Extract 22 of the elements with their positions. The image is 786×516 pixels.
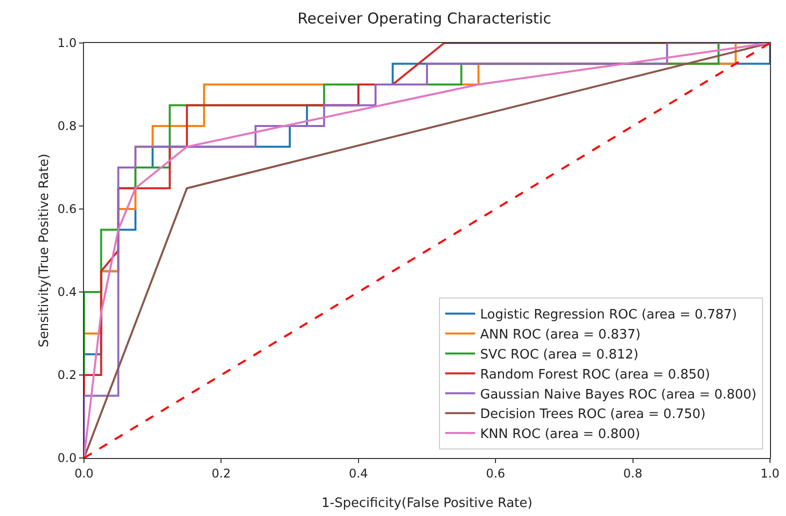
legend-label: ANN ROC (area = 0.837)	[480, 328, 641, 343]
x-tick-label: 0.2	[212, 466, 231, 480]
x-tick-label: 0.4	[348, 466, 368, 480]
chart-title: Receiver Operating Characteristic	[298, 9, 552, 28]
legend-label: Decision Trees ROC (area = 0.750)	[480, 407, 706, 422]
y-tick-label: 0.6	[58, 202, 77, 216]
y-tick-label: 0.0	[58, 451, 77, 466]
x-tick-label: 0.0	[74, 466, 94, 480]
y-tick-label: 0.8	[58, 119, 77, 134]
legend-label: SVC ROC (area = 0.812)	[480, 348, 638, 363]
legend-label: KNN ROC (area = 0.800)	[480, 427, 640, 442]
x-tick-label: 0.6	[486, 466, 506, 480]
x-tick-label: 0.8	[623, 466, 642, 480]
y-tick-label: 1.0	[58, 36, 77, 50]
y-tick-label: 0.4	[58, 285, 77, 300]
legend-label: Gaussian Naive Bayes ROC (area = 0.800)	[480, 387, 757, 402]
x-axis-title: 1-Specificity(False Positive Rate)	[322, 496, 532, 511]
x-tick-label: 1.0	[760, 466, 780, 480]
y-axis-title: Sensitivity(True Positive Rate)	[37, 154, 52, 348]
legend-label: Logistic Regression ROC (area = 0.787)	[480, 308, 737, 323]
y-tick-label: 0.2	[58, 368, 77, 382]
legend-label: Random Forest ROC (area = 0.850)	[480, 367, 710, 382]
